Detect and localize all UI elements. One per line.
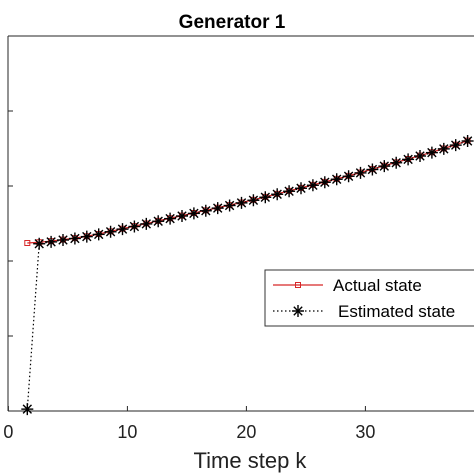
asterisk-marker bbox=[164, 212, 177, 225]
asterisk-marker bbox=[211, 202, 224, 215]
asterisk-marker bbox=[318, 176, 331, 189]
asterisk-marker bbox=[271, 188, 284, 201]
legend-square-marker bbox=[295, 282, 301, 288]
asterisk-marker bbox=[330, 173, 343, 186]
asterisk-marker bbox=[366, 163, 379, 176]
asterisk-marker bbox=[45, 235, 58, 248]
asterisk-marker bbox=[128, 220, 141, 233]
asterisk-marker bbox=[259, 191, 272, 204]
asterisk-marker bbox=[402, 153, 415, 166]
x-tick-label: 20 bbox=[236, 422, 256, 442]
asterisk-marker bbox=[33, 237, 46, 250]
asterisk-marker bbox=[199, 204, 212, 217]
legend-label: Estimated state bbox=[338, 302, 455, 321]
asterisk-marker bbox=[57, 234, 69, 246]
asterisk-marker bbox=[176, 210, 188, 222]
plot-axes bbox=[7, 35, 474, 412]
square-marker bbox=[24, 240, 31, 246]
asterisk-marker bbox=[461, 135, 474, 147]
asterisk-marker bbox=[104, 225, 117, 238]
asterisk-marker bbox=[292, 305, 304, 317]
asterisk-marker bbox=[116, 223, 129, 236]
asterisk-marker bbox=[306, 179, 319, 192]
asterisk-marker bbox=[390, 156, 403, 169]
series-estimated-state bbox=[21, 135, 474, 416]
legend-box bbox=[264, 269, 474, 327]
series-line bbox=[27, 140, 468, 244]
asterisk-marker bbox=[140, 217, 153, 230]
asterisk-marker bbox=[414, 150, 426, 162]
series-layer bbox=[21, 135, 474, 416]
x-tick-labels: 0 10 20 30 bbox=[3, 422, 375, 442]
asterisk-marker bbox=[92, 228, 105, 241]
asterisk-marker bbox=[295, 182, 307, 195]
asterisk-marker bbox=[437, 142, 450, 155]
asterisk-marker bbox=[425, 146, 438, 159]
asterisk-marker bbox=[223, 199, 236, 212]
asterisk-marker bbox=[449, 139, 462, 152]
asterisk-marker bbox=[80, 230, 93, 243]
x-tick-label: 10 bbox=[117, 422, 137, 442]
asterisk-marker bbox=[68, 232, 81, 245]
asterisk-marker bbox=[342, 170, 355, 183]
asterisk-marker bbox=[283, 185, 296, 198]
asterisk-marker bbox=[378, 160, 391, 173]
legend-label: Actual state bbox=[333, 276, 422, 295]
asterisk-marker bbox=[235, 196, 248, 209]
chart-title: Generator 1 bbox=[179, 12, 286, 33]
legend: Actual state Estimated state bbox=[264, 269, 474, 327]
asterisk-marker bbox=[247, 194, 260, 207]
x-tick-label: 0 bbox=[3, 422, 13, 442]
x-axis-label: Time step k bbox=[194, 448, 308, 473]
asterisk-marker bbox=[21, 403, 34, 416]
asterisk-marker bbox=[354, 166, 367, 179]
asterisk-marker bbox=[187, 207, 200, 220]
asterisk-marker bbox=[152, 215, 165, 228]
series-actual-state bbox=[24, 137, 471, 246]
x-tick-label: 30 bbox=[355, 422, 375, 442]
